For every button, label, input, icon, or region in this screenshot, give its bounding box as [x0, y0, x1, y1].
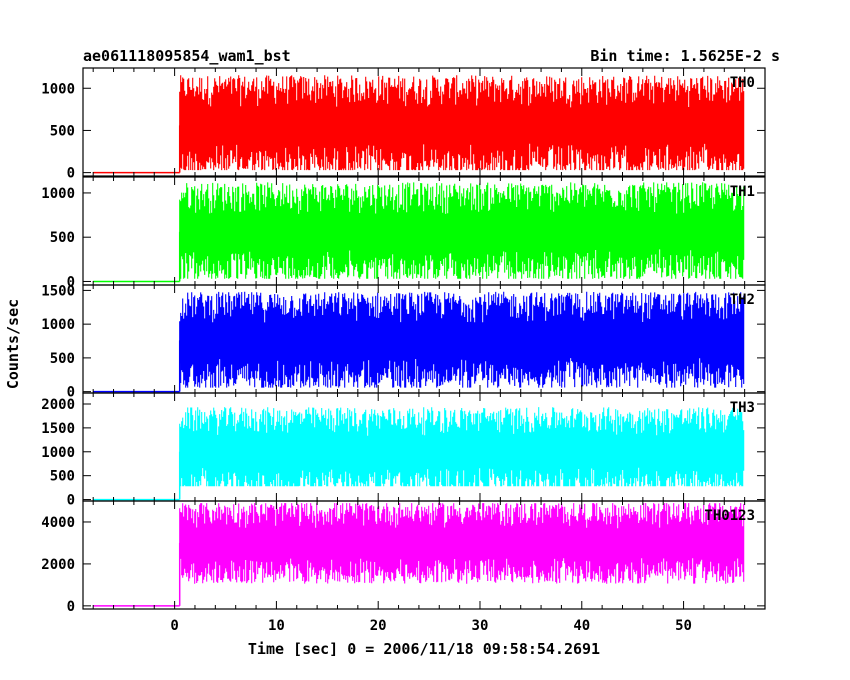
- ytick-label-TH0123-2000: 2000: [41, 557, 75, 573]
- ytick-label-TH1-500: 500: [50, 230, 75, 246]
- ytick-label-TH0-500: 500: [50, 123, 75, 139]
- ytick-label-TH3-1500: 1500: [41, 421, 75, 437]
- y-axis-label: Counts/sec: [4, 299, 22, 389]
- ytick-label-TH0-1000: 1000: [41, 81, 75, 97]
- signal-TH3: [179, 407, 745, 487]
- xtick-label-30: 30: [472, 618, 489, 634]
- signal-TH0123: [179, 503, 745, 584]
- signal-TH2: [179, 291, 745, 388]
- panel-frame-TH0123: [82, 500, 766, 610]
- ytick-label-TH2-1500: 1500: [41, 283, 75, 299]
- ytick-label-TH2-0: 0: [67, 385, 75, 401]
- panel-label-TH0: TH0: [730, 75, 755, 91]
- signal-TH0: [179, 75, 745, 171]
- ytick-label-TH2-500: 500: [50, 351, 75, 367]
- ytick-label-TH3-1000: 1000: [41, 445, 75, 461]
- ytick-label-TH3-500: 500: [50, 469, 75, 485]
- ytick-label-TH0-0: 0: [67, 166, 75, 182]
- xtick-label-20: 20: [370, 618, 387, 634]
- xtick-label-0: 0: [170, 618, 178, 634]
- ytick-label-TH3-2000: 2000: [41, 397, 75, 413]
- xtick-label-50: 50: [675, 618, 692, 634]
- ytick-label-TH2-1000: 1000: [41, 317, 75, 333]
- panel-label-TH2: TH2: [730, 292, 755, 308]
- signal-TH1: [179, 182, 745, 279]
- panel-frame-TH0: [82, 67, 766, 177]
- ytick-label-TH0123-4000: 4000: [41, 515, 75, 531]
- xtick-label-40: 40: [573, 618, 590, 634]
- panel-label-TH1: TH1: [730, 184, 755, 200]
- x-axis-label: Time [sec] 0 = 2006/11/18 09:58:54.2691: [248, 640, 600, 658]
- xtick-label-10: 10: [268, 618, 285, 634]
- panel-label-TH3: TH3: [730, 400, 755, 416]
- ytick-label-TH3-0: 0: [67, 493, 75, 509]
- panel-label-TH0123: TH0123: [704, 508, 755, 524]
- ytick-label-TH1-0: 0: [67, 274, 75, 290]
- bin-time-label: Bin time: 1.5625E-2 s: [590, 47, 780, 65]
- chart-title: ae061118095854_wam1_bst: [83, 47, 291, 65]
- ytick-label-TH0123-0: 0: [67, 599, 75, 615]
- ytick-label-TH1-1000: 1000: [41, 186, 75, 202]
